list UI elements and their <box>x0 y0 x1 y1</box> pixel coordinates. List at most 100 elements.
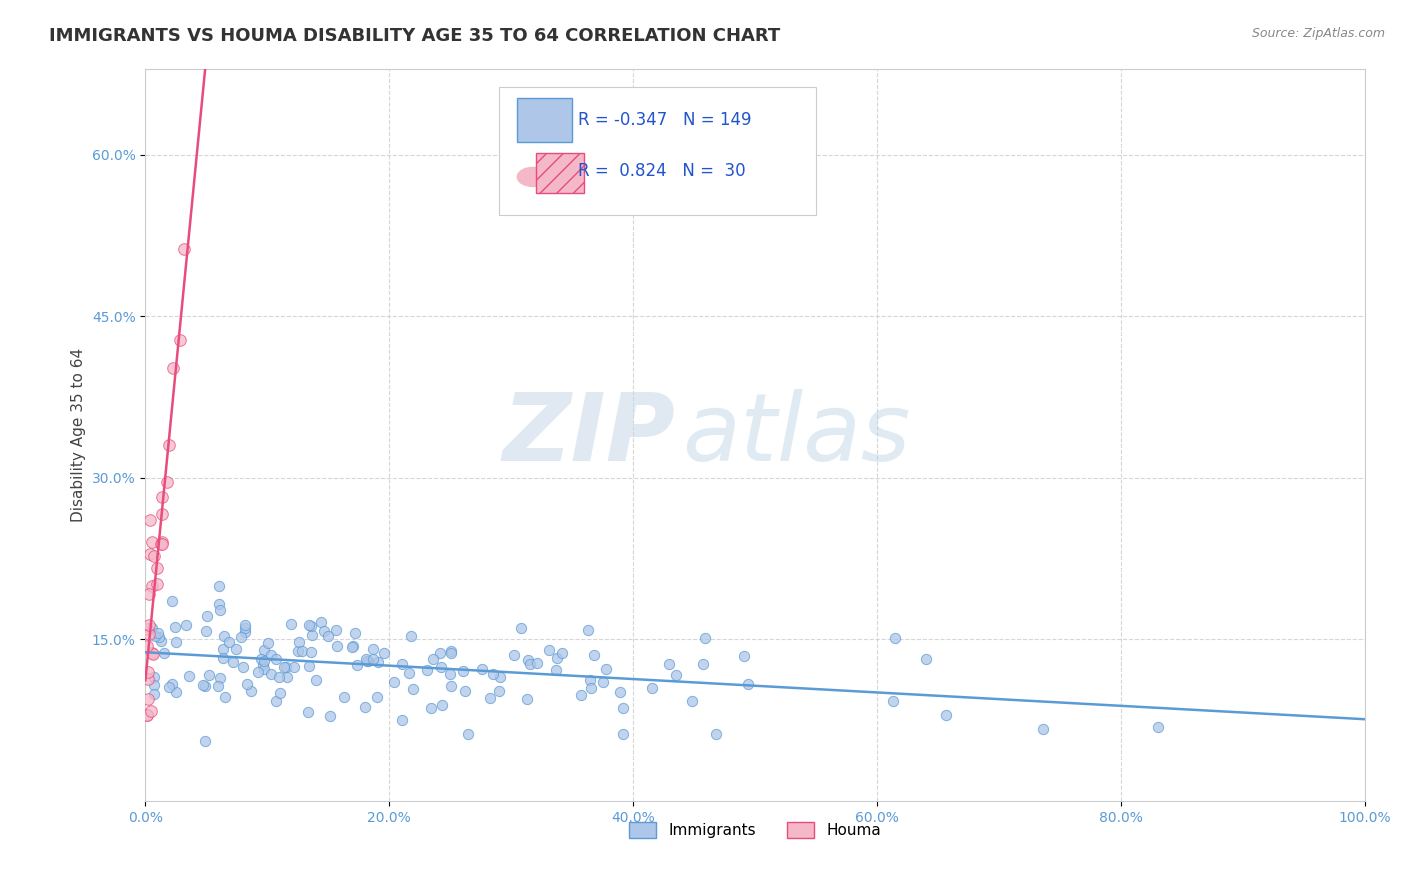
Point <box>253 643 276 657</box>
Point <box>250 652 273 666</box>
Point <box>252 657 274 672</box>
Point <box>153 646 176 660</box>
Point <box>141 579 163 593</box>
Point <box>136 707 159 722</box>
Point <box>356 654 378 668</box>
Point <box>138 547 160 561</box>
FancyBboxPatch shape <box>517 98 572 142</box>
Point <box>247 665 270 680</box>
Point <box>391 713 413 727</box>
Point <box>340 640 363 655</box>
Point <box>737 676 759 690</box>
Point <box>326 639 349 653</box>
Point <box>136 691 159 706</box>
Point <box>546 651 568 665</box>
Point <box>373 646 395 660</box>
Point <box>457 727 479 741</box>
Point <box>138 618 160 632</box>
Point <box>420 700 443 714</box>
Point <box>142 647 165 661</box>
Point <box>139 704 162 718</box>
Point <box>516 653 538 667</box>
Point <box>641 681 664 696</box>
Point <box>537 642 560 657</box>
Legend: Immigrants, Houma: Immigrants, Houma <box>623 816 887 845</box>
Point <box>143 670 166 684</box>
Point <box>305 673 328 687</box>
Text: R = -0.347   N = 149: R = -0.347 N = 149 <box>578 111 752 128</box>
Point <box>162 360 184 375</box>
Point <box>208 579 231 593</box>
Point <box>546 663 568 677</box>
Point <box>274 660 297 674</box>
Point <box>256 636 278 650</box>
Point <box>665 668 688 682</box>
Point <box>576 623 599 637</box>
Point <box>519 657 541 672</box>
Point <box>260 648 283 662</box>
FancyBboxPatch shape <box>536 153 585 193</box>
Point <box>297 705 319 719</box>
Point <box>138 587 160 601</box>
Point <box>935 708 957 723</box>
Point <box>273 660 295 674</box>
Point <box>157 438 180 452</box>
Point <box>516 692 538 706</box>
Point <box>361 642 384 657</box>
Point <box>367 656 389 670</box>
Point <box>160 677 183 691</box>
Point <box>704 727 727 741</box>
Point <box>208 603 231 617</box>
Text: IMMIGRANTS VS HOUMA DISABILITY AGE 35 TO 64 CORRELATION CHART: IMMIGRANTS VS HOUMA DISABILITY AGE 35 TO… <box>49 27 780 45</box>
Point <box>391 657 413 672</box>
Point <box>149 536 172 550</box>
Point <box>398 665 420 680</box>
Point <box>318 629 340 643</box>
Point <box>218 635 240 649</box>
Point <box>138 672 160 686</box>
Point <box>191 678 214 692</box>
Point <box>416 664 439 678</box>
Point <box>314 624 336 638</box>
Point <box>235 676 257 690</box>
Point <box>342 639 364 653</box>
Point <box>269 686 291 700</box>
Point <box>291 644 314 658</box>
Point <box>276 669 298 683</box>
Point <box>240 683 263 698</box>
Point <box>612 701 634 715</box>
Text: R =  0.824   N =  30: R = 0.824 N = 30 <box>578 162 745 180</box>
Point <box>194 734 217 748</box>
Point <box>429 660 451 674</box>
Point <box>384 674 406 689</box>
Point <box>287 644 309 658</box>
Point <box>298 618 321 632</box>
Point <box>207 679 229 693</box>
Point <box>157 680 180 694</box>
Point <box>233 617 256 632</box>
Point <box>503 648 526 662</box>
Point <box>260 667 283 681</box>
Point <box>319 709 342 723</box>
Point <box>299 645 322 659</box>
Point <box>343 625 366 640</box>
Point <box>150 634 173 648</box>
Point <box>269 670 291 684</box>
Point <box>235 625 257 640</box>
Point <box>163 620 186 634</box>
Point <box>280 617 302 632</box>
Point <box>482 667 505 681</box>
Point <box>214 690 236 704</box>
Point <box>141 646 163 660</box>
Point <box>288 634 311 648</box>
Point <box>222 655 245 669</box>
Point <box>488 684 510 698</box>
Point <box>197 667 219 681</box>
Point <box>583 648 606 662</box>
Point <box>551 646 574 660</box>
Point <box>882 694 904 708</box>
Point <box>298 659 321 673</box>
Point <box>208 671 231 685</box>
Text: Source: ZipAtlas.com: Source: ZipAtlas.com <box>1251 27 1385 40</box>
Point <box>141 621 163 635</box>
